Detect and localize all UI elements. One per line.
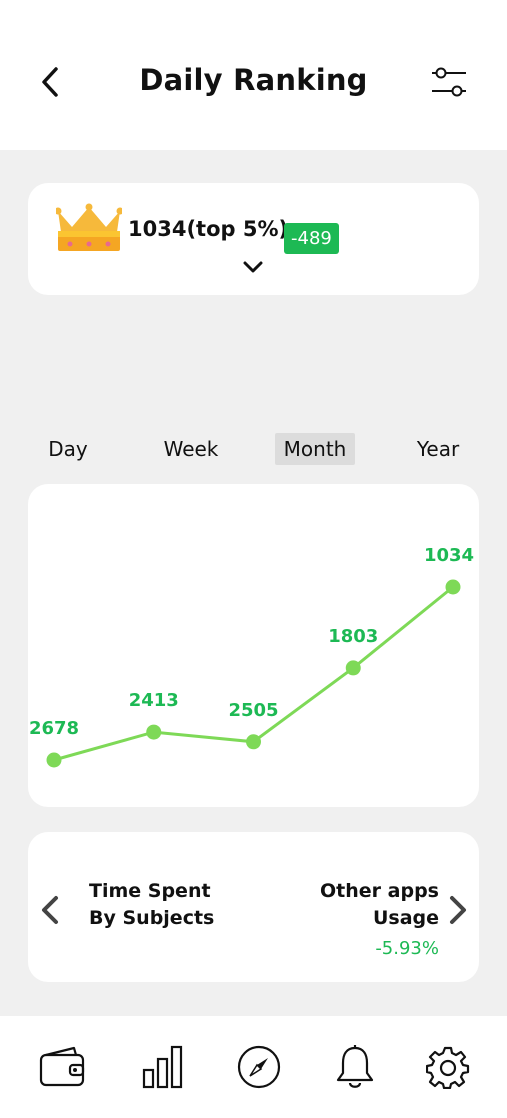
wallet-icon — [39, 1046, 85, 1087]
header: Daily Ranking — [0, 0, 507, 150]
data-label: 1803 — [328, 626, 378, 647]
nav-notifications[interactable] — [328, 1040, 382, 1094]
bar-chart-icon — [142, 1045, 183, 1089]
prev-button[interactable] — [36, 890, 66, 930]
data-label: 1034 — [424, 545, 474, 566]
tab-year[interactable]: Year — [416, 437, 460, 461]
next-button[interactable] — [442, 890, 472, 930]
ranking-chart-card: 2678 2413 2505 1803 1034 — [28, 484, 479, 807]
right-title-line1: Other apps — [320, 880, 439, 902]
data-point[interactable] — [46, 752, 62, 768]
rank-value: 1034(top 5%) — [128, 217, 289, 241]
nav-stats[interactable] — [136, 1040, 190, 1094]
bottom-nav — [0, 1016, 507, 1118]
sliders-icon — [432, 67, 466, 97]
left-title-line1: Time Spent — [89, 880, 211, 902]
page-title: Daily Ranking — [139, 63, 368, 97]
time-spent-by-subjects[interactable]: Time Spent By Subjects — [89, 878, 269, 932]
chevron-left-icon — [42, 896, 58, 924]
rank-card: 1034(top 5%) -489 — [28, 183, 479, 295]
tab-day[interactable]: Day — [48, 437, 88, 461]
subject-card: Time Spent By Subjects Other apps Usage … — [28, 832, 479, 982]
ranking-line-chart: 2678 2413 2505 1803 1034 — [29, 545, 474, 768]
back-button[interactable] — [34, 62, 66, 102]
compass-icon — [237, 1045, 281, 1089]
nav-settings[interactable] — [421, 1040, 475, 1094]
period-tabs: Day Week Month Year — [28, 433, 479, 465]
crown-icon — [56, 203, 122, 251]
rank-expand-button[interactable] — [239, 256, 267, 278]
nav-explore[interactable] — [232, 1040, 286, 1094]
bell-icon — [336, 1045, 374, 1088]
chevron-right-icon — [450, 896, 466, 924]
usage-change: -5.93% — [375, 938, 439, 959]
nav-wallet[interactable] — [36, 1040, 90, 1094]
tab-week[interactable]: Week — [163, 437, 219, 461]
data-point[interactable] — [445, 579, 461, 595]
data-label: 2505 — [228, 700, 278, 721]
data-label: 2413 — [129, 690, 179, 711]
rank-change-badge: -489 — [284, 223, 339, 254]
tab-month[interactable]: Month — [275, 433, 355, 465]
data-label: 2678 — [29, 718, 79, 739]
filter-button[interactable] — [428, 64, 470, 100]
chevron-down-icon — [243, 261, 263, 273]
data-point[interactable] — [246, 734, 261, 750]
gear-icon — [426, 1046, 470, 1089]
left-title-line2: By Subjects — [89, 907, 215, 929]
chevron-left-icon — [42, 67, 58, 97]
right-title-line2: Usage — [372, 907, 439, 929]
data-point[interactable] — [146, 724, 162, 740]
series-line — [53, 585, 454, 762]
other-apps-usage[interactable]: Other apps Usage — [259, 878, 439, 932]
data-point[interactable] — [345, 660, 361, 676]
